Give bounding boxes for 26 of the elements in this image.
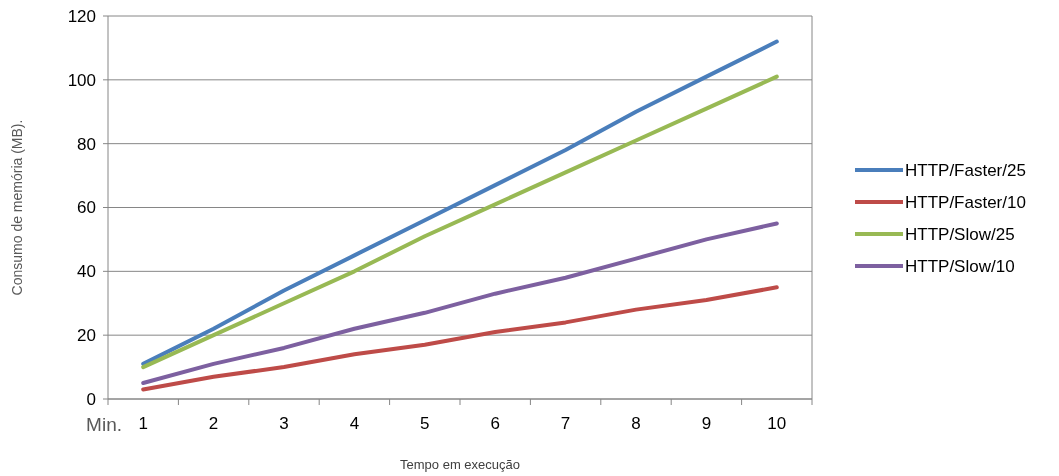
x-tick-label: 6 xyxy=(490,414,500,433)
legend-label: HTTP/Slow/10 xyxy=(905,256,1015,276)
x-tick-label: 2 xyxy=(208,414,219,433)
x-tick-label: 9 xyxy=(701,414,712,433)
x-tick-label: 10 xyxy=(767,414,787,433)
x-tick-label: 7 xyxy=(560,414,571,433)
y-tick-label: 80 xyxy=(77,134,96,154)
x-tick-label: 4 xyxy=(349,414,360,433)
y-tick-label: 60 xyxy=(77,198,96,218)
x-axis-title: Tempo em execução xyxy=(400,457,520,472)
y-tick-label: 100 xyxy=(67,70,96,90)
line-series xyxy=(141,285,779,392)
y-tick-label: 0 xyxy=(86,389,96,409)
x-tick-label: 1 xyxy=(138,414,148,433)
legend-label: HTTP/Slow/25 xyxy=(905,224,1015,244)
legend-label: HTTP/Faster/25 xyxy=(905,160,1026,180)
y-tick-label: 20 xyxy=(77,326,96,346)
x-tick-label: 8 xyxy=(631,414,641,433)
x-tick-label: 3 xyxy=(279,414,289,433)
text: Min. xyxy=(86,414,122,435)
y-tick-label: 120 xyxy=(67,6,96,26)
line-series xyxy=(141,221,779,386)
legend-label: HTTP/Faster/10 xyxy=(905,192,1026,212)
y-axis-title: Consumo de memória (MB). xyxy=(9,119,25,296)
y-tick-label: 40 xyxy=(77,262,96,282)
x-tick-label: 5 xyxy=(420,414,430,433)
